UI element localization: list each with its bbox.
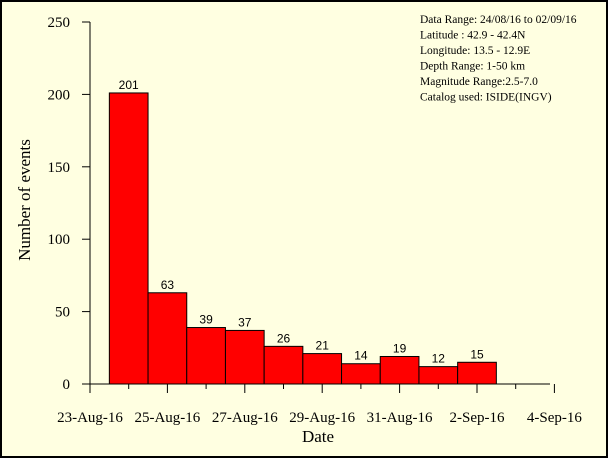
bar-value-label: 19 (393, 341, 407, 355)
bar (302, 353, 343, 385)
info-magnitude-range: Magnitude Range:2.5-7.0 (420, 76, 538, 88)
bar-value-label: 39 (199, 313, 213, 327)
x-tick-label: 4-Sep-16 (527, 410, 582, 426)
x-tick-label: 27-Aug-16 (212, 410, 278, 426)
y-axis-title: Number of events (15, 139, 34, 261)
bar (186, 327, 226, 385)
y-tick-label: 150 (48, 160, 71, 176)
bar (224, 329, 265, 385)
info-latitude: Latitude : 42.9 - 42.4N (420, 30, 526, 42)
info-depth-range: Depth Range: 1-50 km (420, 61, 525, 73)
bar-value-label: 37 (238, 315, 252, 329)
bar-value-label: 15 (470, 347, 484, 361)
x-tick-label: 31-Aug-16 (367, 410, 433, 426)
y-tick-label: 200 (48, 87, 71, 103)
info-box: Data Range: 24/08/16 to 02/09/16 Latitud… (420, 14, 577, 104)
bar (108, 92, 149, 385)
bar (457, 361, 497, 385)
bar-value-label: 26 (277, 331, 291, 345)
bar (341, 363, 381, 385)
x-tick-label: 23-Aug-16 (57, 410, 123, 426)
bar (418, 366, 459, 385)
bar (379, 355, 420, 385)
x-tick-label: 2-Sep-16 (450, 410, 505, 426)
bar-value-label: 201 (119, 78, 139, 92)
bar (263, 345, 304, 385)
x-tick-label: 29-Aug-16 (289, 410, 355, 426)
x-tick-label: 25-Aug-16 (134, 410, 200, 426)
x-axis-title: Date (302, 427, 334, 446)
bar-value-label: 12 (432, 352, 446, 366)
x-axis: 23-Aug-16 25-Aug-16 27-Aug-16 29-Aug-16 31-A… (57, 383, 582, 426)
y-tick-label: 50 (55, 305, 70, 321)
y-tick-label: 0 (63, 377, 71, 393)
y-tick-label: 250 (48, 15, 71, 31)
bar-value-label: 21 (316, 339, 330, 353)
bar-labels-group: 201 63 39 37 26 21 14 19 12 15 (119, 78, 484, 366)
bar-value-label: 63 (161, 278, 175, 292)
bars-group (108, 92, 497, 385)
info-catalog: Catalog used: ISIDE(INGV) (420, 92, 552, 104)
y-axis: 0 50 100 150 200 250 (48, 15, 91, 393)
bar-value-label: 14 (354, 349, 368, 363)
info-longitude: Longitude: 13.5 - 12.9E (420, 45, 530, 57)
info-date-range: Data Range: 24/08/16 to 02/09/16 (420, 14, 577, 26)
y-tick-label: 100 (48, 232, 71, 248)
bar (147, 292, 188, 385)
